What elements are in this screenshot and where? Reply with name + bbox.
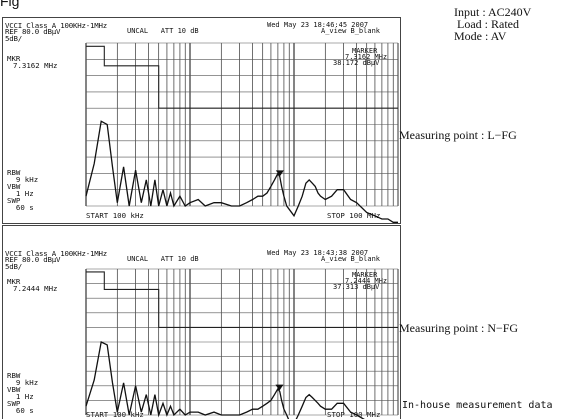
setting-rbw-value: 9 kHz xyxy=(15,378,39,387)
setting-vbw-value: 1 Hz xyxy=(15,189,34,198)
condition-load: Load : Rated xyxy=(457,17,519,31)
condition-label: Input xyxy=(454,5,480,19)
panel-2-mkr-label: MKR xyxy=(7,277,21,286)
setting-rbw: RBW xyxy=(7,168,21,177)
setting-vbw-value: 1 Hz xyxy=(15,392,34,401)
limit-line xyxy=(86,271,398,328)
measuring-point-2: Measuring point : N−FG xyxy=(399,321,519,335)
panel-2-ref-level: REF 80.0 dBμV xyxy=(5,255,61,264)
panel-2-timestamp: Wed May 23 18:43:38 2007 xyxy=(267,249,369,257)
marker-triangle xyxy=(275,384,284,391)
condition-label: Load xyxy=(457,17,482,31)
panel-1-mkr-value: 7.3162 MHz xyxy=(13,61,58,70)
setting-vbw: VBW xyxy=(7,182,21,191)
setting-swp-value: 60 s xyxy=(15,203,34,212)
measuring-point-1: Measuring point : L−FG xyxy=(399,128,517,142)
panel-2-marker-title: MARKER xyxy=(352,271,378,279)
setting-swp: SWP xyxy=(7,399,21,408)
spectrum-trace xyxy=(85,120,398,223)
panel-2-header: VCCI Class A 100KHz-1MHz xyxy=(5,250,107,257)
header-title: VCCI Class A 100KHz-1MHz xyxy=(5,21,107,30)
panel-1-start-freq: START 100 kHz xyxy=(86,211,144,220)
setting-rbw-value: 9 kHz xyxy=(15,175,39,184)
panel-1-header: VCCI Class A 100KHz-1MHz xyxy=(5,22,107,29)
spectrum-trace xyxy=(85,341,365,419)
condition-input: Input : AC240V xyxy=(454,5,532,19)
setting-swp: SWP xyxy=(7,196,21,205)
condition-label: Mode xyxy=(454,29,482,43)
grid xyxy=(85,268,399,416)
condition-value: AV xyxy=(490,29,507,43)
spectrum-panel-2 xyxy=(2,225,401,419)
footnote: In-house measurement data xyxy=(402,400,553,411)
setting-vbw: VBW xyxy=(7,385,21,394)
condition-value: Rated xyxy=(491,17,519,31)
condition-mode: Mode : AV xyxy=(454,29,507,43)
panel-1-stop-freq: STOP 100 MHz xyxy=(327,211,381,220)
grid xyxy=(85,42,399,207)
panel-1-view-mode: A_view B_blank xyxy=(321,27,381,35)
marker-triangle xyxy=(275,170,284,177)
header-title: VCCI Class A 100KHz-1MHz xyxy=(5,249,107,258)
spectrum-panel-1 xyxy=(2,17,401,224)
panel-2-marker-freq: 7.2444 MHz xyxy=(345,277,388,285)
panel-1-atten: UNCAL ATT 10 dB xyxy=(127,27,199,35)
limit-line xyxy=(86,45,398,109)
panel-1-scale: 5dB/ xyxy=(5,34,22,43)
panel-1-ref-level: REF 80.0 dBμV xyxy=(5,27,61,36)
spectrum-plot-2 xyxy=(85,268,399,419)
panel-2-view-mode: A_view B_blank xyxy=(321,255,381,263)
figure-label-fragment: Fig xyxy=(0,0,20,9)
panel-1-marker-title: MARKER xyxy=(352,47,378,55)
panel-2-marker-level: 37.313 dBμV xyxy=(333,283,380,291)
panel-1-timestamp: Wed May 23 18:46:45 2007 xyxy=(267,21,369,29)
condition-value: AC240V xyxy=(488,5,532,19)
setting-rbw: RBW xyxy=(7,371,21,380)
panel-1-marker-level: 38.172 dBμV xyxy=(333,59,380,67)
panel-2-mkr-value: 7.2444 MHz xyxy=(13,284,58,293)
panel-1-mkr-label: MKR xyxy=(7,54,21,63)
panel-2-scale: 5dB/ xyxy=(5,262,22,271)
panel-1-marker-freq: 7.3162 MHz xyxy=(345,53,388,61)
spectrum-plot-1 xyxy=(85,42,399,223)
measurement-conditions: Input : AC240V Load : Rated Mode : AV xyxy=(454,6,531,42)
panel-2-start-freq: START 100 kHz xyxy=(86,410,144,419)
panel-1-settings: RBW 9 kHz VBW 1 Hz SWP 60 s xyxy=(7,169,38,211)
panel-2-atten: UNCAL ATT 10 dB xyxy=(127,255,199,263)
setting-swp-value: 60 s xyxy=(15,406,34,415)
panel-2-settings: RBW 9 kHz VBW 1 Hz SWP 60 s xyxy=(7,372,38,414)
